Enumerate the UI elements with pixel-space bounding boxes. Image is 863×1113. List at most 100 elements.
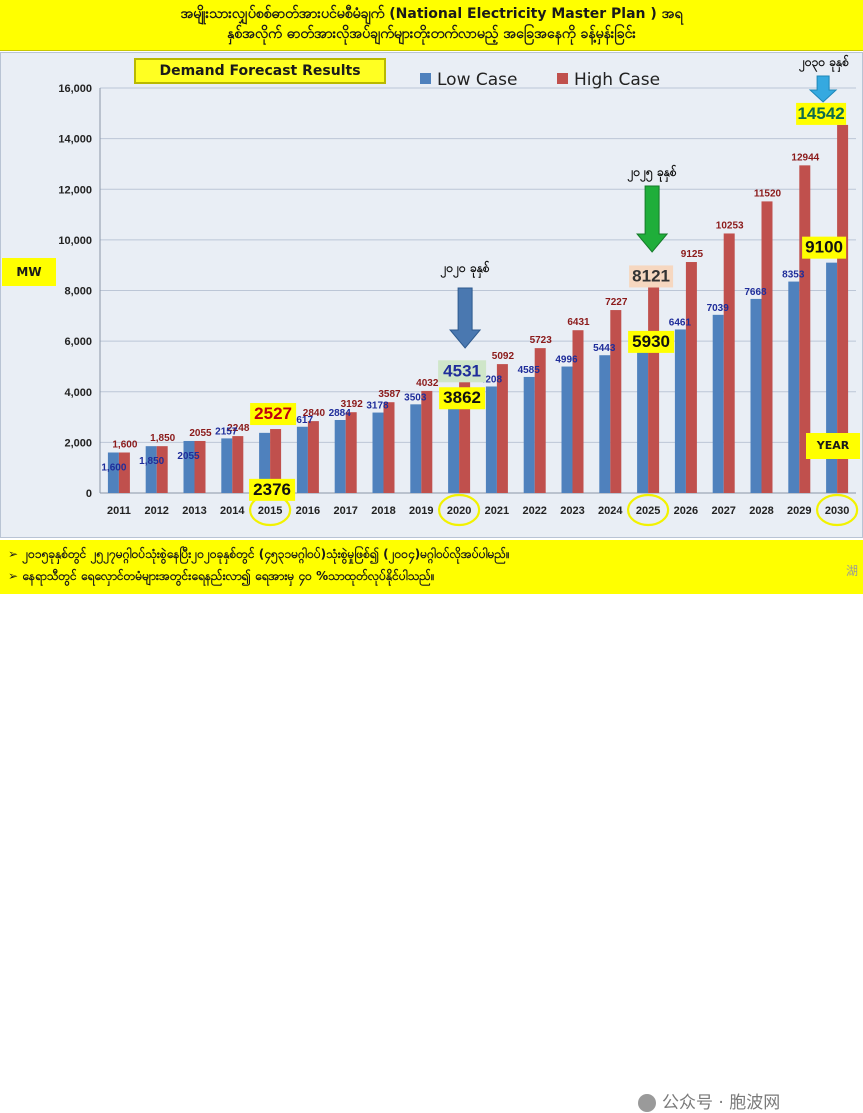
year-circle [438, 493, 481, 527]
bar-high-case [685, 262, 697, 493]
page-title-line2: နှစ်အလိုက် ဓာတ်အားလိုအပ်ချက်များတိုးတက်လ… [227, 26, 636, 42]
watermark: 公众号 · 胞波网 [638, 1088, 780, 1113]
bar-high-case [118, 452, 130, 493]
y-tick-label: 10,000 [58, 235, 92, 247]
y-axis-label: MW [2, 258, 56, 286]
footer-line-1: ➢ ၂၀၁၅ခုနှစ်တွင် ၂၅၂၇မဂ္ဂါဝပ်သုံးစွဲနေပြ… [8, 546, 510, 564]
bar-low-case [523, 376, 535, 493]
data-label-low: 8353 [782, 270, 805, 281]
x-tick-label: 2030 [825, 505, 849, 517]
bar-high-case [270, 429, 282, 493]
data-label-high: 7227 [605, 297, 628, 308]
bar-high-case [156, 446, 168, 493]
bar-high-case [232, 436, 244, 493]
data-label-low: 4208 [480, 374, 503, 385]
bar-high-case [307, 421, 319, 493]
bar-low-case [826, 262, 838, 493]
y-tick-label: 0 [86, 488, 92, 500]
callout-2025-high-box [629, 265, 674, 288]
bar-high-case [194, 440, 206, 493]
callout-2015-low-box [249, 478, 296, 501]
data-label-high: 6431 [567, 317, 590, 328]
data-label-high: 3192 [341, 399, 364, 410]
bar-low-case [674, 329, 686, 493]
x-tick-label: 2029 [787, 505, 811, 517]
bar-low-case [183, 440, 195, 493]
x-tick-label: 2014 [220, 505, 245, 517]
bar-low-case [599, 355, 611, 493]
data-label-low: 3503 [404, 392, 427, 403]
bar-low-case [296, 426, 308, 493]
x-tick-label: 2016 [296, 505, 320, 517]
callout-2015-low: 2376 [253, 480, 291, 499]
data-label-low: 7668 [744, 287, 767, 298]
x-tick-label: 2023 [560, 505, 584, 517]
legend-low-label: Low Case [437, 70, 518, 90]
watermark-tail: 湖 [846, 564, 859, 578]
bar-high-case [496, 364, 508, 493]
bar-high-case [383, 402, 395, 493]
footer-line-2: ➢ နေရာသီတွင် ရေလှောင်တမံများအတွင်းရေနည်း… [8, 568, 435, 586]
x-tick-label: 2011 [107, 505, 131, 517]
legend-low: Low Case [420, 70, 517, 90]
callout-2030-high-box [796, 102, 847, 125]
bar-low-case [448, 395, 460, 493]
bar-high-case [723, 233, 735, 493]
x-tick-label: 2027 [711, 505, 735, 517]
legend-high: High Case [557, 70, 660, 90]
data-label-high: 1,850 [150, 433, 175, 444]
y-tick-label: 8,000 [64, 286, 92, 298]
bullet-icon: ➢ [8, 569, 19, 583]
data-label-high: 5092 [492, 351, 515, 362]
data-label-high: 2248 [227, 423, 250, 434]
callout-2020-low-box [439, 387, 486, 410]
bar-high-case [534, 348, 546, 493]
data-label-high: 4032 [416, 378, 439, 389]
x-tick-label: 2015 [258, 505, 282, 517]
callout-2030-low: 9100 [805, 238, 843, 257]
callout-2020-high-box [438, 360, 487, 383]
y-tick-label: 14,000 [58, 134, 92, 146]
title-bar: အမျိုးသားလျှပ်စစ်ဓာတ်အားပင်မစီမံချက် (Na… [0, 0, 863, 51]
footer-text-2: နေရာသီတွင် ရေလှောင်တမံများအတွင်းရေနည်းလာ… [22, 569, 435, 583]
bar-high-case [648, 287, 660, 493]
bar-low-case [107, 452, 119, 493]
bar-chart: 0 2,000 4,000 6,000 8,000 10,000 12,000 14,000 1… [58, 53, 859, 527]
x-tick-label: 2022 [522, 505, 546, 517]
legend-high-swatch [557, 73, 568, 84]
data-label-high: 11520 [754, 188, 782, 199]
bar-high-case [345, 412, 357, 493]
milestone-label: ၂၀၂၅ ခုနှစ် [627, 163, 677, 183]
milestone-label: ၂၀၃၀ ခုနှစ် [798, 53, 849, 73]
data-label-low: 3178 [366, 401, 389, 412]
data-label-low: 4996 [555, 355, 578, 366]
data-label-low: 2617 [291, 415, 314, 426]
data-label-high: 2055 [189, 428, 212, 439]
x-tick-label: 2028 [749, 505, 773, 517]
bar-low-case [259, 432, 271, 493]
data-label-low: 5443 [593, 343, 616, 354]
year-circle [815, 493, 859, 527]
watermark-text: 公众号 · 胞波网 [662, 1093, 781, 1113]
bar-high-case [610, 310, 622, 493]
x-tick-label: 2017 [333, 505, 357, 517]
y-tick-label: 4,000 [64, 387, 92, 399]
arrow-down-icon [449, 287, 482, 349]
bar-low-case [750, 298, 762, 493]
data-label-low: 1,600 [101, 463, 126, 474]
legend-high-label: High Case [574, 70, 661, 90]
data-label-high: 10253 [716, 220, 744, 231]
bar-high-case [761, 201, 773, 493]
callout-2020-low: 3862 [443, 388, 481, 407]
y-tick-label: 2,000 [64, 437, 92, 449]
data-label-low: 6461 [669, 317, 692, 328]
callout-2030-low-box [802, 236, 847, 259]
y-tick-label: 12,000 [58, 184, 92, 196]
x-tick-label: 2013 [182, 505, 206, 517]
x-tick-label: 2021 [485, 505, 509, 517]
x-axis-label: YEAR [806, 433, 860, 459]
bullet-icon: ➢ [8, 547, 19, 561]
data-label-high: 9125 [681, 249, 704, 260]
x-tick-label: 2018 [371, 505, 395, 517]
callout-2025-high: 8121 [632, 266, 670, 285]
